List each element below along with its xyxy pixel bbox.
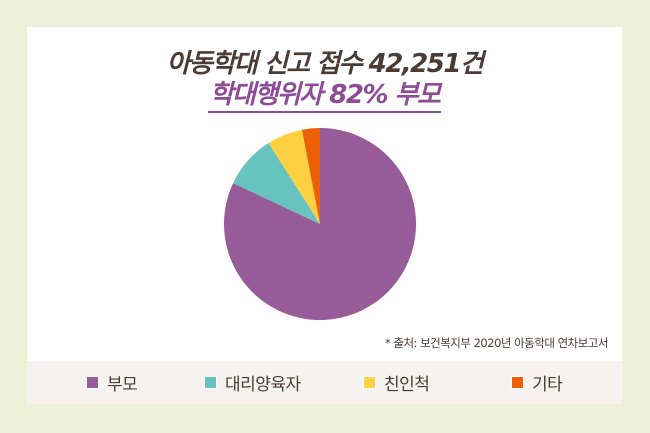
subtitle-wrap: 학대행위자 82% 부모 — [27, 79, 622, 113]
legend-label: 대리양육자 — [225, 375, 301, 395]
legend-swatch-icon — [204, 376, 217, 389]
pie-slice-other — [302, 128, 320, 224]
source-note: * 출처: 보건복지부 2020년 아동학대 연차보고서 — [384, 336, 609, 350]
chart-subtitle: 학대행위자 82% 부모 — [207, 79, 442, 113]
legend-swatch-icon — [511, 376, 524, 389]
pie-slice-relatives — [268, 129, 320, 224]
pie-slice-caregiver — [233, 142, 320, 224]
legend-swatch-icon — [86, 376, 99, 389]
pie-chart — [224, 128, 416, 320]
legend-item-relatives: 친인척 — [363, 361, 430, 404]
legend-swatch-icon — [363, 376, 376, 389]
legend-item-caregiver: 대리양육자 — [204, 361, 301, 404]
legend-item-parents: 부모 — [86, 361, 138, 404]
legend-label: 친인척 — [384, 375, 430, 395]
legend: 부모 대리양육자 친인척 기타 — [27, 361, 622, 404]
chart-title: 아동학대 신고 접수 42,251건 — [166, 49, 484, 79]
legend-label: 기타 — [532, 375, 563, 395]
chart-panel: 아동학대 신고 접수 42,251건 학대행위자 82% 부모 * 출처: 보건… — [27, 27, 622, 404]
legend-item-other: 기타 — [511, 361, 563, 404]
legend-label: 부모 — [107, 375, 138, 395]
